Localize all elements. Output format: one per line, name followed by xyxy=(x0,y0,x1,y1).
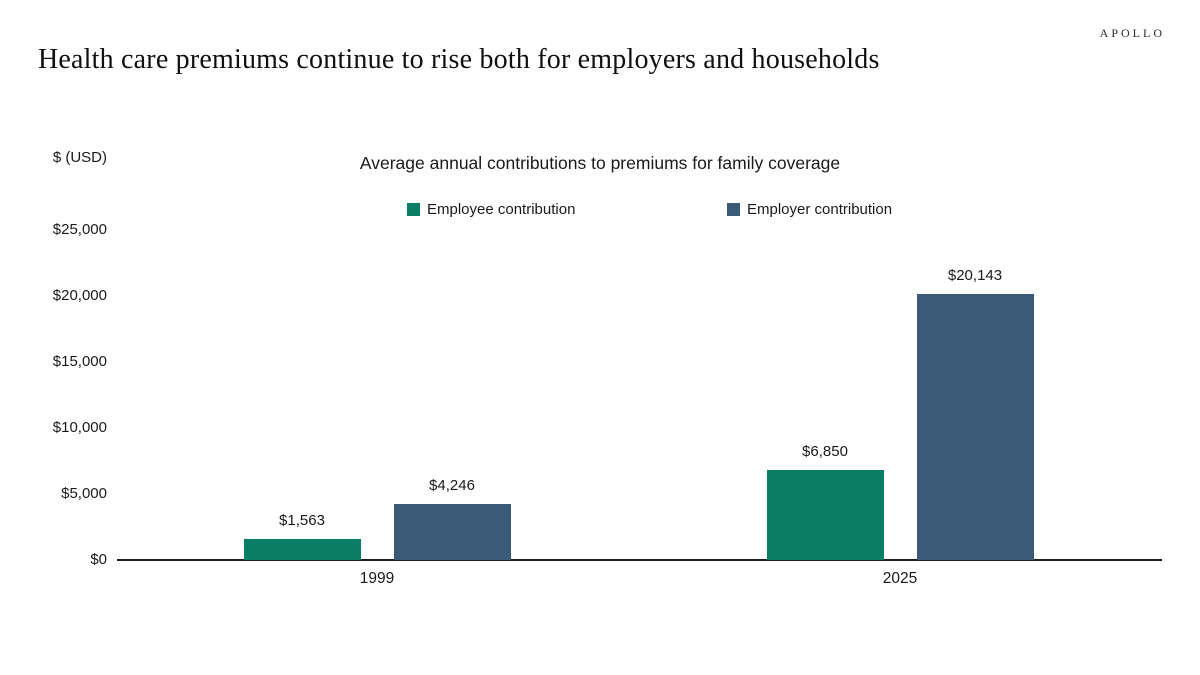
bar-value-label: $20,143 xyxy=(947,267,1003,285)
bar-value-label: $4,246 xyxy=(429,476,475,494)
legend-swatch-employee-icon xyxy=(407,203,420,216)
bar-employer-contribution-1999 xyxy=(393,503,511,560)
bar-employee-contribution-2025 xyxy=(766,469,884,560)
x-axis-line xyxy=(117,559,1162,561)
bar-value-label: $6,850 xyxy=(802,442,848,460)
bar-employer-contribution-2025 xyxy=(916,294,1034,560)
bar-employee-contribution-1999 xyxy=(243,539,361,560)
x-tick-label: 1999 xyxy=(359,570,395,587)
y-tick-label: $10,000 xyxy=(52,419,107,436)
legend-item-employer: Employer contribution xyxy=(727,201,892,218)
y-tick-label: $0 xyxy=(90,551,107,568)
chart-title: Average annual contributions to premiums… xyxy=(359,153,841,173)
y-axis-unit-label: $ (USD) xyxy=(52,149,107,166)
y-tick-label: $20,000 xyxy=(52,287,107,304)
y-tick-label: $5,000 xyxy=(61,485,107,502)
y-tick-label: $15,000 xyxy=(52,353,107,370)
brand-logo: APOLLO xyxy=(1099,26,1165,40)
legend-label-employee: Employee contribution xyxy=(427,201,576,218)
y-tick-label: $25,000 xyxy=(52,221,107,238)
x-tick-label: 2025 xyxy=(882,570,918,587)
legend-label-employer: Employer contribution xyxy=(747,201,893,218)
bar-value-label: $1,563 xyxy=(279,512,325,530)
legend-item-employee: Employee contribution xyxy=(407,201,575,218)
page-title: Health care premiums continue to rise bo… xyxy=(38,44,880,75)
legend-swatch-employer-icon xyxy=(727,203,740,216)
